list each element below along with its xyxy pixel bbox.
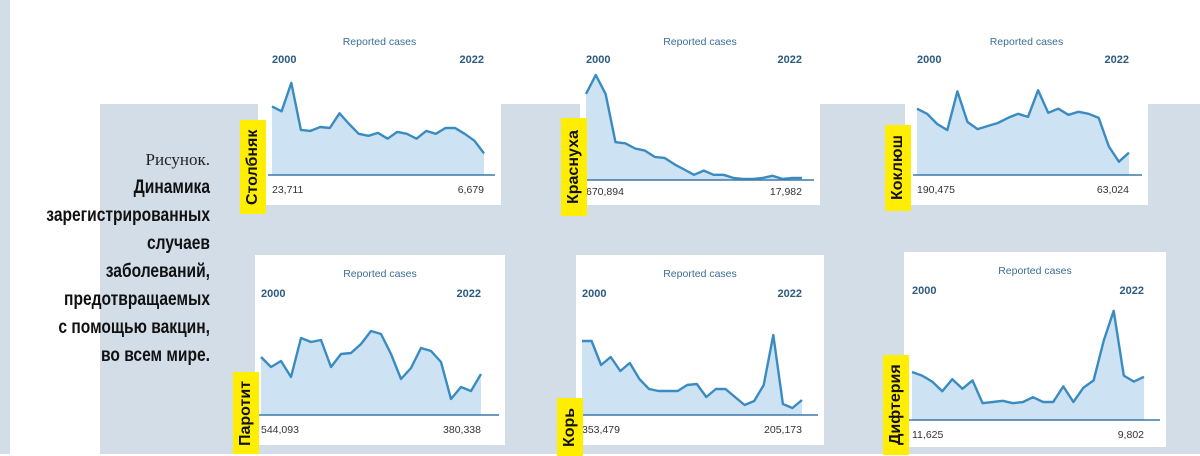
area-fill-diphtheria bbox=[912, 310, 1144, 420]
chart-title-measles: Reported cases bbox=[663, 268, 737, 280]
chart-title-pertussis: Reported cases bbox=[990, 36, 1064, 48]
area-fill-rubella bbox=[586, 75, 802, 180]
chart-panel-pertussis: Reported cases 2000 2022 190,475 63,024 bbox=[905, 25, 1148, 205]
chart-panel-rubella: Reported cases 2000 2022 670,894 17,982 bbox=[580, 25, 820, 205]
area-fill-pertussis bbox=[917, 90, 1129, 175]
chart-title-tetanus: Reported cases bbox=[343, 36, 417, 48]
area-fill-measles bbox=[582, 335, 802, 415]
first-value-label-diphtheria: 11,625 bbox=[912, 429, 943, 441]
first-value-label-pertussis: 190,475 bbox=[917, 184, 955, 196]
x-end-label-mumps: 2022 bbox=[457, 288, 481, 300]
disease-label-rubella: Краснуха bbox=[561, 118, 587, 216]
chart-svg-mumps: Reported cases 2000 2022 544,093 380,338 bbox=[257, 268, 499, 436]
chart-svg-pertussis: Reported cases 2000 2022 190,475 63,024 bbox=[913, 36, 1142, 196]
first-value-label-measles: 353,479 bbox=[582, 424, 620, 436]
series-line-rubella bbox=[584, 73, 802, 181]
last-value-label-rubella: 17,982 bbox=[770, 186, 802, 198]
chart-svg-measles: Reported cases 2000 2022 353,479 205,173 bbox=[578, 268, 818, 436]
chart-title-rubella: Reported cases bbox=[663, 36, 737, 48]
x-end-label-rubella: 2022 bbox=[778, 54, 802, 66]
series-line-measles bbox=[582, 333, 803, 410]
figure-caption: Рисунок. Динамика зарегистрированных слу… bbox=[0, 150, 210, 370]
caption-label: Рисунок. bbox=[145, 150, 210, 169]
last-value-label-mumps: 380,338 bbox=[443, 424, 481, 436]
last-value-label-pertussis: 63,024 bbox=[1097, 184, 1129, 196]
x-start-label-mumps: 2000 bbox=[261, 288, 285, 300]
x-end-label-measles: 2022 bbox=[778, 288, 802, 300]
chart-panel-measles: Reported cases 2000 2022 353,479 205,173 bbox=[576, 255, 824, 445]
last-value-label-diphtheria: 9,802 bbox=[1118, 429, 1144, 441]
caption-title: Динамика зарегистрированных случаев забо… bbox=[46, 177, 210, 366]
area-fill-tetanus bbox=[272, 82, 484, 175]
x-start-label-pertussis: 2000 bbox=[917, 54, 941, 66]
area-fill-mumps bbox=[261, 331, 481, 415]
chart-panel-diphtheria: Reported cases 2000 2022 11,625 9,802 bbox=[904, 252, 1166, 447]
chart-title-diphtheria: Reported cases bbox=[998, 265, 1072, 277]
background-stripe-left bbox=[0, 0, 10, 454]
first-value-label-tetanus: 23,711 bbox=[272, 184, 303, 196]
last-value-label-tetanus: 6,679 bbox=[458, 184, 484, 196]
series-line-mumps bbox=[260, 329, 483, 401]
series-line-diphtheria bbox=[911, 309, 1145, 405]
series-line-tetanus bbox=[271, 81, 485, 155]
chart-title-mumps: Reported cases bbox=[343, 268, 417, 280]
chart-svg-diphtheria: Reported cases 2000 2022 11,625 9,802 bbox=[908, 265, 1160, 441]
disease-label-mumps: Паротит bbox=[233, 372, 259, 454]
chart-panel-mumps: Reported cases 2000 2022 544,093 380,338 bbox=[255, 255, 505, 445]
x-start-label-measles: 2000 bbox=[582, 288, 606, 300]
first-value-label-mumps: 544,093 bbox=[261, 424, 299, 436]
chart-panel-tetanus: Reported cases 2000 2022 23,711 6,679 bbox=[258, 25, 501, 205]
x-start-label-diphtheria: 2000 bbox=[912, 285, 936, 297]
chart-svg-rubella: Reported cases 2000 2022 670,894 17,982 bbox=[582, 36, 814, 198]
chart-svg-tetanus: Reported cases 2000 2022 23,711 6,679 bbox=[268, 36, 495, 196]
last-value-label-measles: 205,173 bbox=[764, 424, 802, 436]
disease-label-diphtheria: Дифтерия bbox=[883, 355, 909, 455]
x-end-label-diphtheria: 2022 bbox=[1120, 285, 1144, 297]
x-start-label-rubella: 2000 bbox=[586, 54, 610, 66]
first-value-label-rubella: 670,894 bbox=[586, 186, 624, 198]
series-line-pertussis bbox=[916, 89, 1130, 163]
disease-label-measles: Корь bbox=[557, 398, 583, 456]
x-end-label-pertussis: 2022 bbox=[1105, 54, 1129, 66]
x-end-label-tetanus: 2022 bbox=[460, 54, 484, 66]
disease-label-pertussis: Коклюш bbox=[885, 125, 911, 211]
disease-label-tetanus: Столбняк bbox=[240, 120, 266, 214]
x-start-label-tetanus: 2000 bbox=[272, 54, 296, 66]
